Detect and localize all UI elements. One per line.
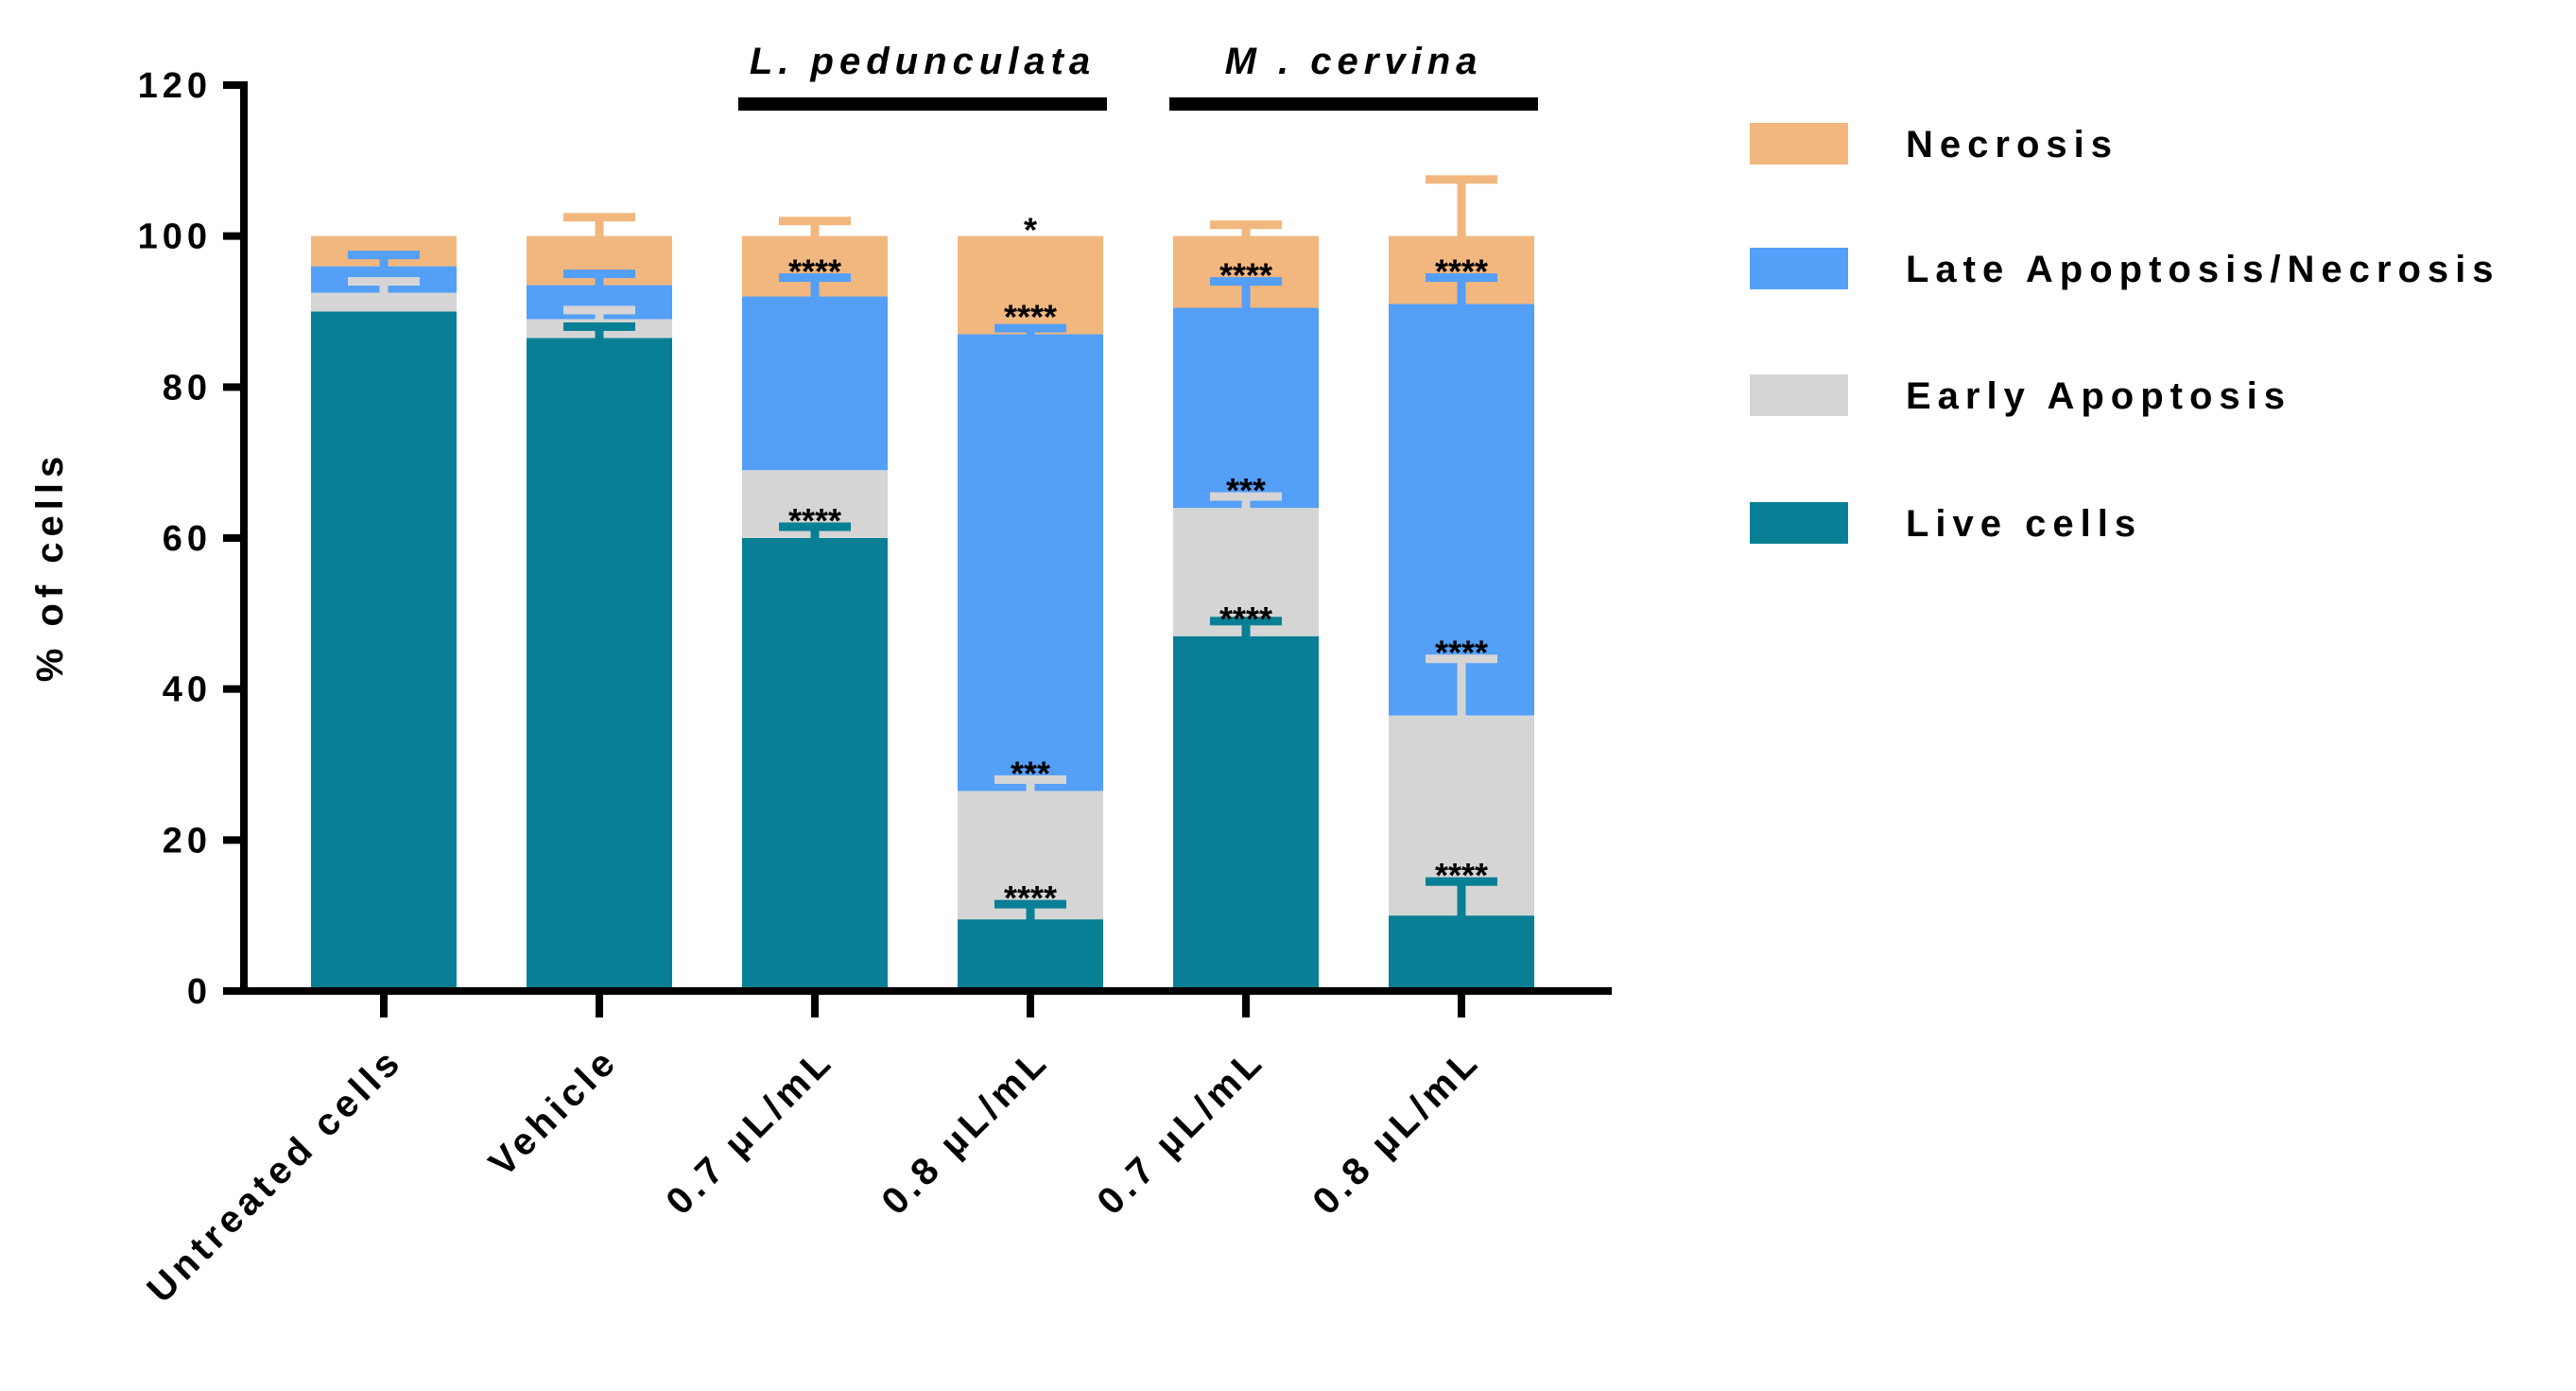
error-bar-cap (563, 213, 635, 222)
error-bar-cap (1210, 220, 1282, 230)
bar-segment (742, 538, 888, 991)
bar-segment (1173, 307, 1319, 509)
x-tick-label: 0.7 µL/mL (658, 1039, 841, 1223)
bar-segment (1173, 508, 1319, 636)
error-bar-cap (1426, 175, 1497, 184)
bar-segment (1173, 635, 1319, 991)
error-bar-cap (1426, 273, 1497, 283)
significance-label: * (1024, 211, 1037, 250)
legend-label: Live cells (1906, 503, 2142, 545)
error-bar-stem (1457, 179, 1466, 238)
group-bracket (738, 97, 1107, 111)
significance-label: **** (1004, 878, 1057, 917)
significance-label: *** (1226, 471, 1266, 510)
significance-label: **** (1219, 600, 1272, 638)
error-bar-stem (595, 309, 604, 322)
legend-label: Necrosis (1906, 124, 2118, 165)
significance-label: *** (1011, 754, 1050, 792)
significance-label: **** (1435, 856, 1488, 895)
error-bar-cap (1210, 617, 1282, 626)
bar-segment (742, 296, 888, 471)
y-tick-label: 20 (163, 821, 212, 861)
error-bar-stem (810, 220, 820, 238)
x-tick-label: 0.8 µL/mL (1305, 1039, 1488, 1223)
error-bar-stem (1457, 658, 1466, 718)
bar-segment (527, 338, 672, 992)
error-bar-cap (1210, 492, 1282, 501)
x-tick-label: 0.8 µL/mL (873, 1039, 1057, 1223)
error-bar-cap (779, 522, 851, 531)
error-bar-stem (1026, 904, 1035, 922)
error-bar-stem (810, 277, 820, 299)
error-bar-cap (1426, 877, 1497, 886)
significance-label: **** (788, 501, 841, 540)
error-bar-cap (994, 899, 1066, 909)
legend-swatch (1750, 248, 1848, 289)
bar-segment (958, 235, 1103, 335)
legend-swatch (1750, 123, 1848, 165)
error-bar-stem (1457, 277, 1466, 306)
y-axis-title: % of cells (29, 451, 71, 683)
significance-label: **** (1435, 634, 1488, 672)
error-bar-cap (563, 270, 635, 279)
bar-segment (1389, 915, 1534, 991)
significance-label: **** (1004, 297, 1057, 336)
group-label: L. pedunculata (750, 41, 1096, 82)
y-tick-label: 40 (163, 670, 212, 710)
error-bar-stem (379, 254, 389, 269)
significance-label: **** (1435, 252, 1488, 291)
error-bar-stem (810, 527, 820, 540)
legend-swatch (1750, 502, 1848, 544)
error-bar-cap (779, 217, 851, 226)
error-bar-stem (379, 281, 389, 295)
bar-segment (311, 311, 457, 991)
error-bar-cap (779, 273, 851, 283)
error-bar-stem (1241, 281, 1251, 310)
significance-label: **** (1219, 256, 1272, 295)
y-tick-label: 0 (187, 972, 212, 1012)
error-bar-cap (563, 322, 635, 331)
error-bar-cap (348, 251, 420, 260)
bar-segment (958, 791, 1103, 920)
error-bar-stem (1026, 779, 1035, 793)
significance-label: **** (788, 252, 841, 291)
bar-segment (1389, 304, 1534, 716)
y-tick-label: 60 (163, 519, 212, 559)
y-tick-label: 80 (163, 368, 212, 408)
legend-swatch (1750, 374, 1848, 416)
error-bar-stem (595, 217, 604, 238)
group-bracket (1169, 97, 1538, 111)
error-bar-cap (563, 305, 635, 315)
error-bar-stem (1241, 496, 1251, 511)
error-bar-stem (1241, 620, 1251, 638)
error-bar-stem (595, 326, 604, 340)
group-label: M . cervina (1225, 41, 1483, 82)
error-bar-cap (994, 774, 1066, 784)
error-bar-stem (595, 273, 604, 287)
x-tick-label: Vehicle (481, 1039, 626, 1184)
error-bar-cap (348, 277, 420, 287)
bar-segment (958, 334, 1103, 791)
legend-label: Early Apoptosis (1906, 375, 2291, 417)
legend-label: Late Apoptosis/Necrosis (1906, 249, 2500, 290)
x-tick-label: 0.7 µL/mL (1089, 1039, 1272, 1223)
bar-segment (311, 292, 457, 312)
error-bar-cap (994, 323, 1066, 333)
error-bar-cap (1426, 654, 1497, 664)
y-tick-label: 120 (138, 66, 212, 106)
error-bar-cap (1210, 277, 1282, 287)
y-tick-label: 100 (138, 217, 212, 257)
x-tick-label: Untreated cells (139, 1039, 410, 1311)
error-bar-stem (1241, 224, 1251, 238)
error-bar-stem (1457, 881, 1466, 918)
bar-segment (958, 919, 1103, 991)
